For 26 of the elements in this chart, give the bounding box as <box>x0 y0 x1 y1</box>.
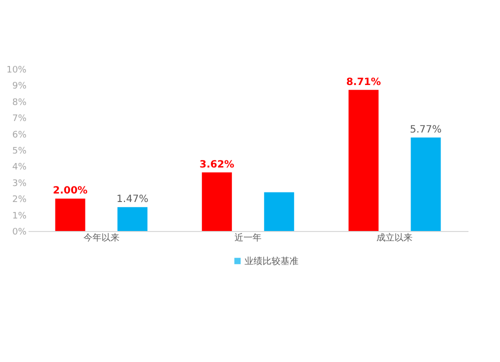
data-label: 3.62% <box>200 159 234 170</box>
bar <box>117 207 148 231</box>
x-tick-label: 近一年 <box>234 232 262 244</box>
x-tick-label: 成立以来 <box>376 232 413 244</box>
data-label: 1.47% <box>116 194 148 206</box>
bar <box>264 192 294 231</box>
y-tick-label: 3% <box>12 178 27 189</box>
legend-label: 业绩比较基准 <box>244 256 298 267</box>
bar <box>410 138 441 231</box>
y-tick-label: 6% <box>12 130 27 140</box>
y-tick-label: 8% <box>12 98 27 108</box>
data-label: 5.77% <box>410 124 442 136</box>
x-tick-label: 今年以来 <box>83 232 120 244</box>
bar <box>202 172 232 231</box>
bar <box>55 198 86 231</box>
y-tick-label: 9% <box>12 82 27 92</box>
y-tick-label: 10% <box>6 66 27 76</box>
y-tick-label: 5% <box>12 146 27 156</box>
y-tick-label: 0% <box>12 228 27 238</box>
y-tick-label: 4% <box>12 162 27 173</box>
y-tick-label: 2% <box>12 195 27 206</box>
data-label: 2.00% <box>52 186 88 197</box>
data-label: 8.71% <box>346 76 381 88</box>
bar <box>348 90 379 231</box>
y-tick-label: 7% <box>12 114 27 124</box>
y-tick-label: 1% <box>12 211 27 222</box>
